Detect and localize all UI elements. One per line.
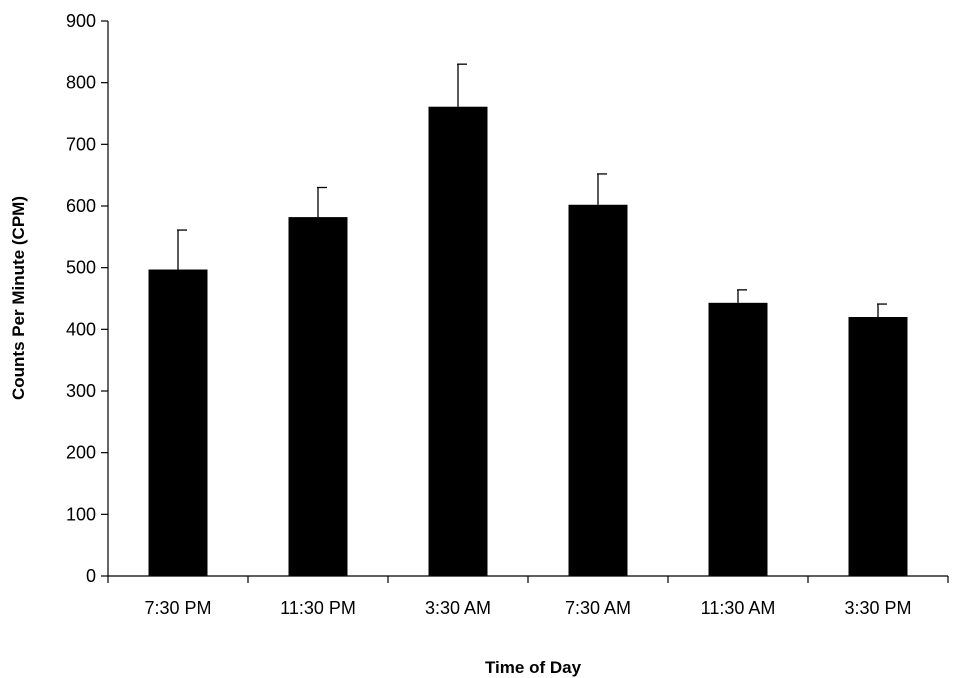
y-axis-title: Counts Per Minute (CPM) (9, 196, 28, 400)
bar (148, 269, 208, 576)
error-bars (177, 63, 887, 317)
bars (148, 106, 908, 576)
x-axis: 7:30 PM 11:30 PM 3:30 AM 7:30 AM 11:30 AM 3:3… (107, 575, 949, 618)
bar (708, 302, 768, 576)
bar (848, 317, 908, 576)
y-tick-label: 500 (66, 258, 96, 278)
y-tick-label: 300 (66, 381, 96, 401)
bar (288, 217, 348, 576)
y-tick-label: 100 (66, 504, 96, 524)
x-tick-label: 3:30 AM (425, 598, 491, 618)
error-bar (317, 186, 327, 218)
x-tick-label: 7:30 AM (565, 598, 631, 618)
error-bar (457, 63, 467, 107)
bar (568, 204, 628, 576)
x-tick-label: 3:30 PM (844, 598, 911, 618)
x-tick-label: 7:30 PM (144, 598, 211, 618)
error-bar (737, 289, 747, 303)
y-tick-label: 200 (66, 443, 96, 463)
y-tick-label: 800 (66, 73, 96, 93)
y-tick-label: 400 (66, 319, 96, 339)
y-tick-label: 0 (86, 566, 96, 586)
y-tick-label: 600 (66, 196, 96, 216)
x-tick-label: 11:30 PM (280, 598, 356, 618)
x-axis-title: Time of Day (485, 658, 582, 677)
error-bar (877, 303, 887, 317)
bar (428, 106, 488, 576)
error-bar (597, 173, 607, 205)
y-axis: 0 100 200 300 400 500 600 700 800 900 (66, 11, 109, 586)
y-tick-label: 900 (66, 11, 96, 31)
x-tick-label: 11:30 AM (701, 598, 776, 618)
error-bar (177, 229, 187, 270)
y-tick-label: 700 (66, 134, 96, 154)
